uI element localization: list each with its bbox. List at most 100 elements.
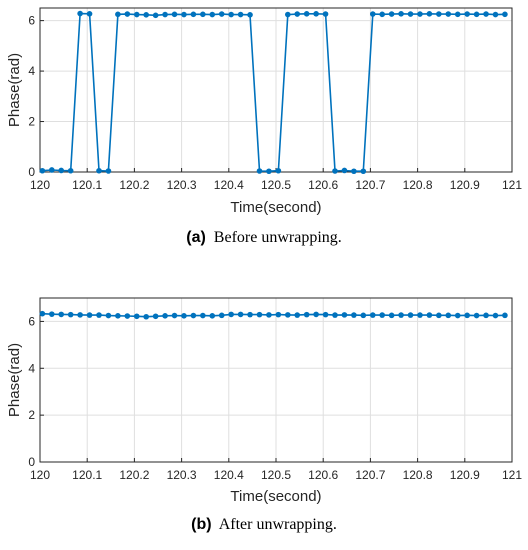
data-point xyxy=(351,168,357,175)
data-point xyxy=(256,168,263,174)
data-point xyxy=(39,310,46,317)
data-point xyxy=(294,312,301,318)
y-tick-label: 4 xyxy=(28,361,35,375)
data-point xyxy=(86,312,93,318)
data-point xyxy=(285,312,291,318)
x-tick-label: 120.2 xyxy=(119,468,149,482)
data-point xyxy=(483,11,489,17)
data-point xyxy=(426,312,433,318)
data-point xyxy=(77,10,83,17)
data-point xyxy=(58,311,65,318)
data-point xyxy=(96,167,102,174)
data-point xyxy=(360,168,367,175)
data-point xyxy=(398,11,404,17)
x-tick-label: 120.9 xyxy=(450,468,480,482)
data-point xyxy=(322,11,329,17)
x-tick-label: 120.4 xyxy=(214,178,244,192)
data-point xyxy=(275,311,282,318)
data-point xyxy=(86,11,93,17)
data-point xyxy=(454,312,461,319)
x-tick-label: 121 xyxy=(502,178,522,192)
data-point xyxy=(464,312,470,319)
x-tick-label: 120.1 xyxy=(72,468,102,482)
data-point xyxy=(67,311,74,318)
data-point xyxy=(492,11,499,18)
data-point xyxy=(473,312,480,319)
data-point xyxy=(285,11,291,18)
x-axis-label: Time(second) xyxy=(230,488,321,505)
data-point xyxy=(407,11,414,17)
caption-b-text: After unwrapping. xyxy=(218,516,337,533)
data-point xyxy=(49,311,55,317)
data-point xyxy=(237,311,244,318)
data-point xyxy=(436,11,442,17)
data-point xyxy=(209,11,216,18)
y-tick-label: 2 xyxy=(28,408,35,422)
x-tick-label: 120.6 xyxy=(308,178,338,192)
data-point xyxy=(247,12,253,18)
data-point xyxy=(492,312,499,319)
x-tick-label: 120 xyxy=(30,178,50,192)
data-point xyxy=(58,167,65,174)
y-tick-label: 6 xyxy=(28,314,35,328)
x-tick-label: 120.3 xyxy=(167,178,197,192)
data-point xyxy=(313,311,319,318)
data-point xyxy=(369,312,376,318)
data-point xyxy=(445,11,452,17)
y-tick-label: 0 xyxy=(28,455,35,469)
data-point xyxy=(200,312,206,319)
data-point xyxy=(379,312,386,318)
data-point xyxy=(162,313,168,319)
data-point xyxy=(256,311,263,318)
data-point xyxy=(502,11,508,18)
data-point xyxy=(341,167,348,174)
data-point xyxy=(105,312,112,319)
data-point xyxy=(124,11,131,17)
x-tick-label: 120 xyxy=(30,468,50,482)
data-point xyxy=(39,167,46,174)
data-point xyxy=(133,11,140,18)
y-tick-label: 6 xyxy=(28,14,35,28)
data-point xyxy=(388,312,395,319)
data-point xyxy=(200,11,206,18)
data-point xyxy=(209,313,216,319)
data-point xyxy=(303,311,310,318)
data-point xyxy=(417,11,423,17)
y-axis-label: Phase(rad) xyxy=(6,343,23,417)
x-tick-label: 120.3 xyxy=(167,468,197,482)
data-point xyxy=(322,311,329,318)
data-point xyxy=(341,312,348,318)
data-point xyxy=(237,11,244,18)
data-point xyxy=(105,168,112,174)
data-point xyxy=(436,312,442,319)
data-point xyxy=(360,312,367,319)
data-point xyxy=(77,312,83,318)
x-tick-label: 120.2 xyxy=(119,178,149,192)
x-tick-label: 120.6 xyxy=(308,468,338,482)
data-point xyxy=(143,313,149,320)
chart-before-unwrapping: 120 120.1 120.2 120.3 120.4 120.5 120.6 120.7 12… xyxy=(6,7,522,216)
data-point xyxy=(464,11,470,17)
x-tick-label: 120.7 xyxy=(355,468,385,482)
y-tick-label: 0 xyxy=(28,165,35,179)
data-point xyxy=(228,11,234,18)
data-point xyxy=(190,312,197,319)
data-point xyxy=(171,11,178,18)
data-point xyxy=(369,11,376,17)
data-point xyxy=(115,11,121,18)
x-tick-label: 120.8 xyxy=(403,468,433,482)
data-point xyxy=(96,312,102,318)
data-point xyxy=(218,11,225,17)
data-point xyxy=(124,313,131,319)
x-tick-label: 120.8 xyxy=(403,178,433,192)
axes-box xyxy=(39,297,513,463)
x-tick-label: 120.7 xyxy=(355,178,385,192)
data-point xyxy=(388,11,395,17)
data-point xyxy=(351,312,357,318)
caption-b: (b) After unwrapping. xyxy=(0,516,528,534)
data-point xyxy=(67,167,74,174)
x-tick-label: 120.5 xyxy=(261,468,291,482)
data-point xyxy=(473,11,480,18)
data-point xyxy=(190,11,197,18)
